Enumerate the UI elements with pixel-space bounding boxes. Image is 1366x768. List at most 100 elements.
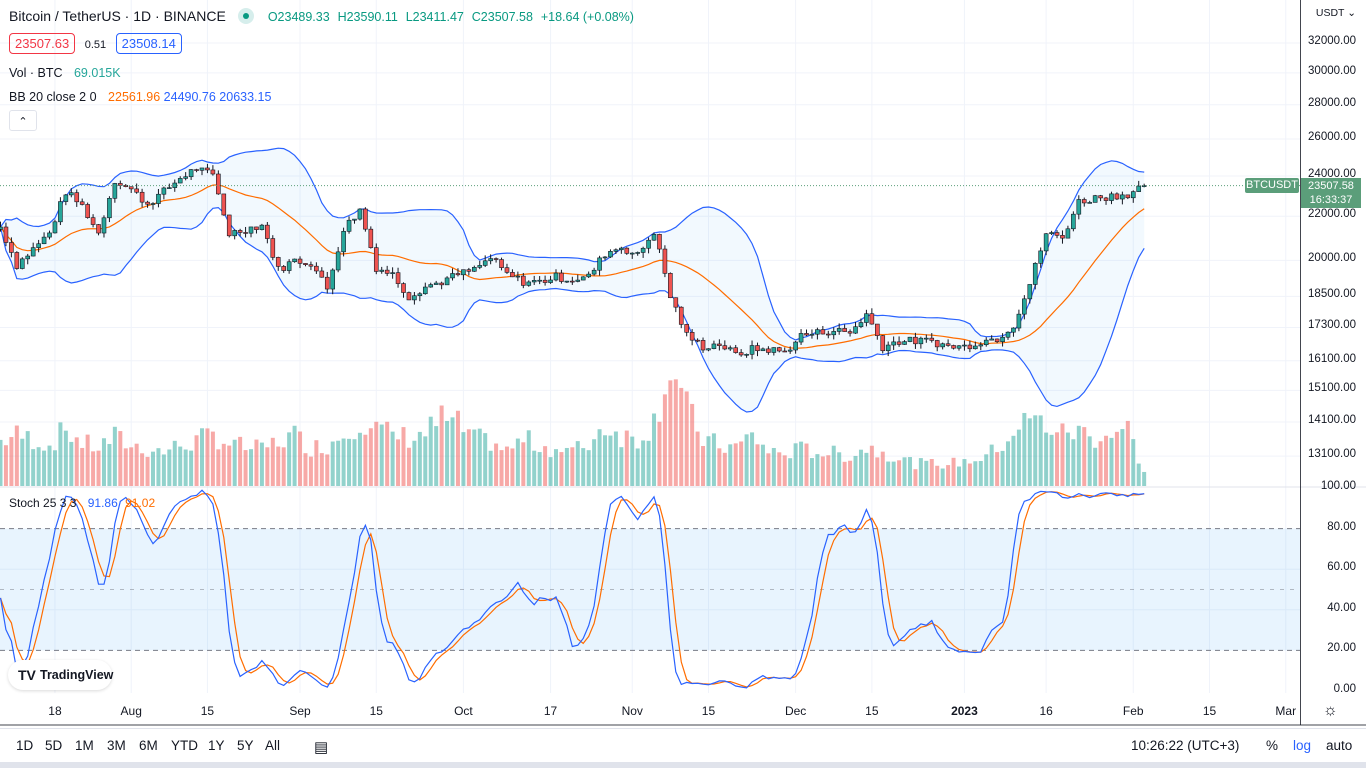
time-axis-label: 17 [543,704,558,718]
candle-body [395,272,401,284]
auto-toggle[interactable]: auto [1326,738,1353,753]
volume-bar [455,410,460,486]
price-axis-label: 32000.00 [1308,35,1356,47]
volume-label: Vol · BTC [9,66,63,80]
stoch-k-line [0,489,1145,689]
volume-bar [831,445,836,486]
volume-bar [956,466,961,486]
candle-body [1038,250,1043,264]
candle [853,321,858,334]
candle [390,267,395,279]
candle-body [1109,193,1114,201]
chart-canvas[interactable] [0,0,1366,728]
candle-body [1092,195,1098,203]
candle-body [994,338,1000,343]
candle [700,337,706,353]
range-button-ytd[interactable]: YTD [171,738,198,753]
volume-legend[interactable]: Vol · BTC 69.015K [9,66,121,80]
candle-body [156,193,161,204]
volume-bar [47,445,52,486]
range-button-5d[interactable]: 5D [45,738,63,753]
date-range-calendar-icon[interactable]: ▤ [314,739,329,756]
candle [602,256,608,261]
volume-bar [1000,450,1005,486]
candle [248,226,254,238]
volume-bar [809,458,814,486]
candle-body [727,347,733,350]
candle-body [608,251,613,258]
candle [570,276,575,285]
candle-body [319,270,325,278]
candle-body [869,313,875,325]
candle [782,347,788,353]
collapse-legend-button[interactable]: ⌃ [9,110,37,131]
candle [1065,225,1071,239]
candle [733,344,739,354]
range-button-1d[interactable]: 1D [16,738,34,753]
candle [379,266,385,274]
volume-bar [1082,427,1087,486]
candle [706,348,711,352]
candle [864,309,869,327]
volume-bar [624,430,629,486]
candle [156,188,161,208]
range-button-6m[interactable]: 6M [139,738,158,753]
candle-body [531,280,537,283]
settings-gear-icon[interactable]: ☼ [1323,702,1338,719]
volume-bar [80,447,85,486]
range-button-3m[interactable]: 3M [107,738,126,753]
volume-bar [739,441,744,486]
volume-bar [292,425,297,486]
candle-body [662,248,668,274]
clock[interactable]: 10:26:22 (UTC+3) [1131,738,1240,753]
volume-bar [995,452,1000,486]
candle [324,271,330,294]
candle [962,340,967,351]
candle-body [450,273,455,279]
candle-body [695,339,700,342]
buy-button[interactable]: 23508.14 [115,33,182,54]
bb-label: BB 20 close 2 0 [9,90,97,104]
candle [858,318,864,329]
candle-body [390,272,395,274]
volume-bar [265,447,270,486]
sell-button[interactable]: 23507.63 [9,33,76,54]
range-button-5y[interactable]: 5Y [237,738,254,753]
candle [744,353,749,358]
time-axis-label: 15 [865,704,879,718]
volume-bar [494,443,499,486]
candle-body [657,234,662,250]
candle [978,342,984,351]
candle [651,232,657,241]
candle-body [749,345,755,355]
candle-body [580,276,586,281]
time-axis-label: 2023 [951,704,978,718]
candle-body [188,169,194,178]
candle [504,263,510,274]
volume-bar [477,428,482,486]
stoch-legend[interactable]: Stoch 25 3 3 91.86 91.02 [9,496,155,510]
candle-body [455,273,461,276]
stoch-k-value: 91.86 [87,496,118,510]
range-button-1m[interactable]: 1M [75,738,94,753]
candle-body [101,217,107,234]
percent-toggle[interactable]: % [1266,738,1279,753]
range-button-all[interactable]: All [265,738,281,753]
candle-body [891,341,896,346]
volume-bar [396,439,401,486]
bb-legend[interactable]: BB 20 close 2 0 22561.96 24490.76 20633.… [9,90,271,104]
currency-select[interactable]: USDT ⌄ [1315,7,1356,19]
time-axis-label: 16 [1039,704,1053,718]
volume-bar [96,450,101,486]
log-toggle[interactable]: log [1293,738,1312,753]
tradingview-logo[interactable]: TV TradingView [8,660,113,690]
candle [815,327,820,340]
range-button-1y[interactable]: 1Y [208,738,225,753]
candle [967,340,973,353]
candle-body [461,269,466,276]
symbol-title[interactable]: Bitcoin / TetherUS · 1D · BINANCE [9,8,226,24]
candle [755,342,760,357]
candle [913,332,918,349]
candle-body [836,328,842,332]
volume-bar [412,440,417,486]
